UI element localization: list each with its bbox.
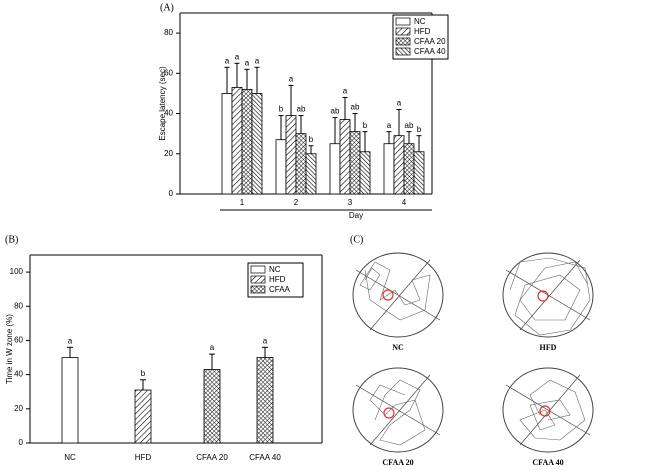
x-tick-label: 1 (240, 198, 245, 207)
significance-letter: a (255, 56, 260, 65)
bar (339, 119, 351, 195)
x-tick-label: CFAA 40 (249, 453, 281, 462)
maze-caption: CFAA 40 (532, 458, 563, 467)
x-axis-label: Day (349, 211, 363, 220)
bar (393, 135, 405, 195)
x-tick-label: 2 (294, 198, 299, 207)
maze-cfaa40 (502, 367, 594, 453)
y-tick-label: 80 (14, 301, 23, 310)
x-tick-label: NC (64, 453, 76, 462)
significance-letter: a (289, 75, 294, 84)
significance-letter: a (263, 336, 268, 345)
significance-letter: a (387, 121, 392, 130)
legend-swatch (250, 285, 266, 294)
significance-letter: a (343, 87, 348, 96)
y-tick-label: 40 (164, 109, 173, 118)
legend-label: NC (414, 17, 426, 26)
bar (349, 131, 361, 195)
x-tick-label: 4 (402, 198, 407, 207)
x-tick-label: 3 (348, 198, 353, 207)
y-tick-label: 40 (14, 370, 23, 379)
panel-c: (C) NC HFD CFAA 20 CFAA 40 (350, 234, 594, 467)
bar (275, 139, 287, 195)
y-tick-label: 0 (19, 438, 24, 447)
y-tick-label: 100 (10, 267, 24, 276)
y-tick-label: 20 (164, 149, 173, 158)
significance-letter: a (68, 336, 73, 345)
y-tick-label: 20 (14, 404, 23, 413)
bar (305, 153, 317, 195)
bar (221, 93, 233, 195)
bar (256, 357, 274, 444)
x-tick-label: CFAA 20 (196, 453, 228, 462)
legend-swatch (250, 275, 266, 284)
legend-label: NC (269, 265, 281, 274)
significance-letter: a (235, 52, 240, 61)
legend-label: CFAA (269, 285, 291, 294)
significance-letter: a (397, 99, 402, 108)
significance-letter: b (417, 125, 422, 134)
y-tick-label: 60 (14, 336, 23, 345)
maze-caption: HFD (540, 343, 557, 352)
bar (295, 133, 307, 195)
significance-letter: b (309, 135, 314, 144)
significance-letter: b (279, 105, 284, 114)
panel-label: (B) (5, 234, 18, 245)
panel-label: (C) (350, 234, 363, 245)
bar (329, 143, 341, 195)
legend-swatch (395, 27, 411, 36)
legend-label: CFAA 20 (414, 37, 446, 46)
legend-label: HFD (414, 27, 431, 36)
legend-swatch (395, 37, 411, 46)
bar (203, 369, 221, 444)
significance-letter: ab (405, 121, 414, 130)
bar (241, 89, 253, 195)
y-tick-label: 80 (164, 28, 173, 37)
maze-nc (352, 252, 444, 338)
y-axis-label: Time in W zone (%) (5, 314, 14, 384)
legend-label: CFAA 40 (414, 47, 446, 56)
panel-label: (A) (160, 2, 174, 13)
significance-letter: ab (297, 105, 306, 114)
bar (403, 143, 415, 195)
significance-letter: b (363, 121, 368, 130)
bar (383, 143, 395, 195)
significance-letter: b (141, 369, 146, 378)
bar (413, 151, 425, 195)
y-tick-label: 60 (164, 68, 173, 77)
x-tick-label: HFD (135, 453, 152, 462)
bar (61, 357, 79, 444)
significance-letter: a (210, 343, 215, 352)
legend-swatch (250, 265, 266, 274)
legend-swatch (395, 17, 411, 26)
legend-swatch (395, 47, 411, 56)
maze-cfaa20 (352, 367, 444, 453)
bar (251, 93, 263, 195)
maze-hfd (502, 252, 594, 338)
bar (285, 115, 297, 195)
significance-letter: ab (351, 103, 360, 112)
bar (134, 389, 152, 444)
bar (231, 87, 243, 195)
bar (359, 151, 371, 195)
legend-label: HFD (269, 275, 286, 284)
significance-letter: a (245, 58, 250, 67)
significance-letter: ab (331, 107, 340, 116)
y-tick-label: 0 (169, 189, 174, 198)
maze-caption: NC (392, 343, 404, 352)
significance-letter: a (225, 56, 230, 65)
y-axis-label: Escape latency (sec) (158, 66, 167, 141)
maze-caption: CFAA 20 (382, 458, 413, 467)
